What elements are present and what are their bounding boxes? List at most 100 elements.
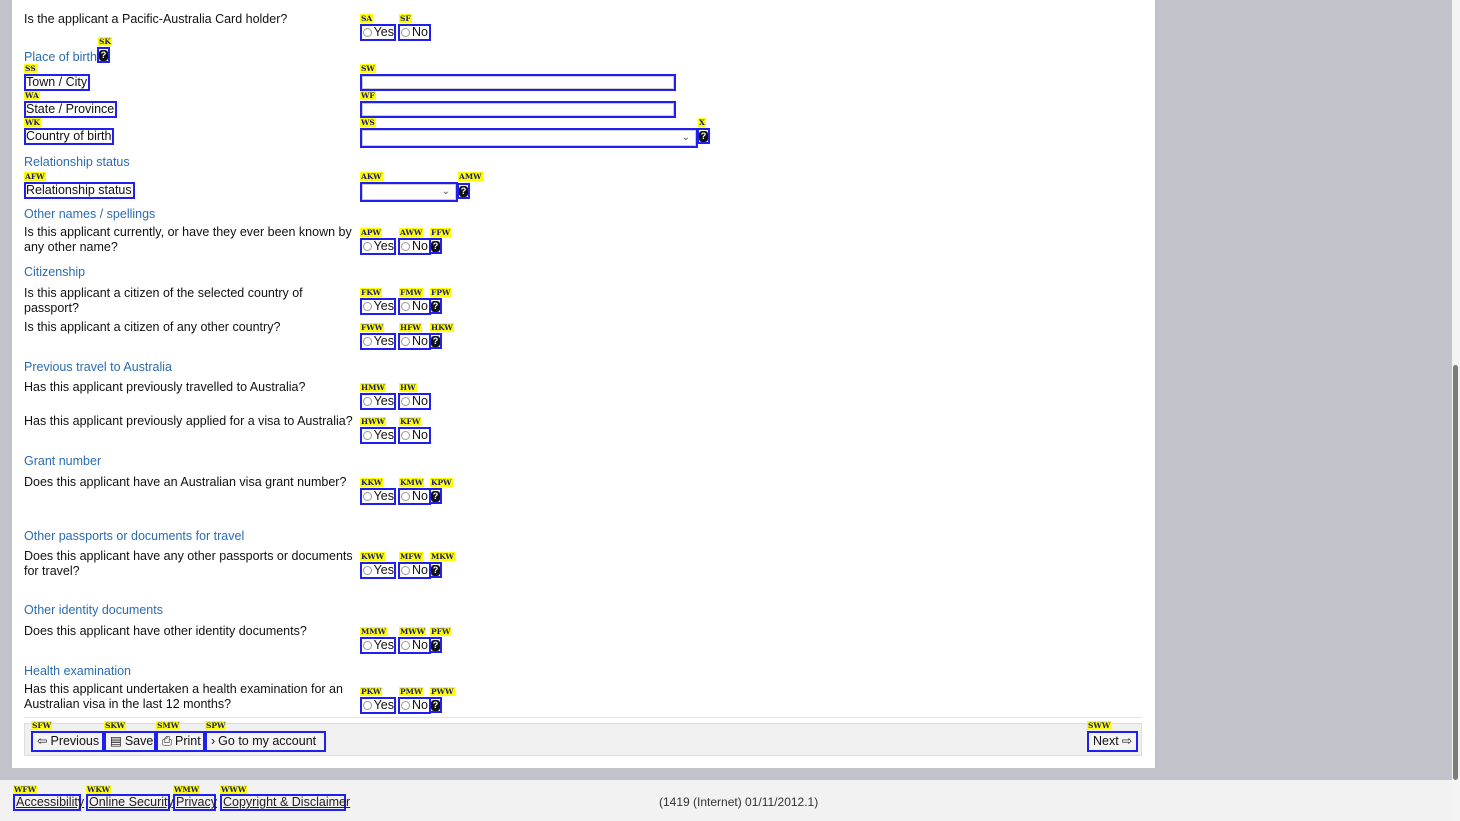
help-button[interactable]: ? <box>97 47 110 63</box>
print-button[interactable]: ⎙ Print <box>156 731 205 752</box>
yes-radio[interactable]: Yes <box>360 427 396 444</box>
no-radio[interactable]: No <box>398 427 431 444</box>
question-label: Does this applicant have an Australian v… <box>24 475 347 489</box>
yes-radio[interactable]: Yes <box>360 238 396 255</box>
help-button[interactable]: ? <box>429 333 442 349</box>
radio-icon[interactable] <box>363 397 372 406</box>
question-label: Is this applicant a citizen of any other… <box>24 320 281 334</box>
scrollbar-thumb[interactable] <box>1453 365 1458 780</box>
option-label: Yes <box>373 489 394 503</box>
no-radio[interactable]: No <box>398 238 431 255</box>
town-city-label: Town / City <box>24 74 91 91</box>
help-icon: ? <box>431 335 440 347</box>
footer-link[interactable]: Online Security <box>86 794 174 811</box>
radio-icon[interactable] <box>401 641 410 650</box>
hint-tag: AMW <box>458 172 483 181</box>
question-label: Has this applicant previously travelled … <box>24 380 306 394</box>
hint-tag: KMW <box>399 478 425 487</box>
radio-icon[interactable] <box>363 431 372 440</box>
hint-tag: FPW <box>430 288 452 297</box>
no-radio[interactable]: No <box>398 333 431 350</box>
help-button[interactable]: ? <box>429 637 442 653</box>
yes-radio[interactable]: Yes <box>360 298 396 315</box>
radio-icon[interactable] <box>363 566 372 575</box>
arrow-right-icon: ⇨ <box>1121 734 1133 748</box>
section-heading-other-passports: Other passports or documents for travel <box>24 529 245 543</box>
no-radio[interactable]: No <box>398 393 431 410</box>
go-to-account-button[interactable]: › Go to my account <box>205 731 326 752</box>
next-button[interactable]: Next ⇨ <box>1087 731 1138 752</box>
no-radio[interactable]: No <box>398 488 431 505</box>
no-radio[interactable]: No <box>398 637 431 654</box>
option-label: Yes <box>373 698 394 712</box>
divider <box>24 717 1142 718</box>
no-radio[interactable]: No <box>398 697 431 714</box>
radio-icon[interactable] <box>401 431 410 440</box>
footer-link[interactable]: Copyright & Disclaimer <box>220 794 350 811</box>
radio-icon[interactable] <box>401 566 410 575</box>
yes-radio[interactable]: Yes <box>360 562 396 579</box>
help-icon: ? <box>431 240 440 252</box>
previous-button[interactable]: ⇦ Previous <box>31 731 104 752</box>
radio-icon[interactable] <box>363 28 372 37</box>
radio-icon[interactable] <box>363 302 372 311</box>
help-button[interactable]: ? <box>429 238 442 254</box>
footer-link[interactable]: Privacy <box>173 794 217 811</box>
radio-icon[interactable] <box>363 492 372 501</box>
section-heading-place-of-birth: Place of birth <box>24 50 97 64</box>
radio-icon[interactable] <box>401 302 410 311</box>
relationship-status-select[interactable]: ⌄ <box>360 182 458 202</box>
option-label: Yes <box>373 638 394 652</box>
radio-icon[interactable] <box>401 701 410 710</box>
radio-icon[interactable] <box>363 641 372 650</box>
no-radio[interactable]: No <box>398 298 431 315</box>
hint-tag: SKW <box>104 721 127 730</box>
yes-radio[interactable]: Yes <box>360 333 396 350</box>
save-button[interactable]: ▤ Save <box>104 731 156 752</box>
help-button[interactable]: ? <box>697 128 710 144</box>
radio-icon[interactable] <box>363 337 372 346</box>
radio-icon[interactable] <box>401 337 410 346</box>
hint-tag: FWW <box>360 323 385 332</box>
hint-tag: KKW <box>360 478 384 487</box>
radio-icon[interactable] <box>363 242 372 251</box>
section-heading-grant: Grant number <box>24 454 102 468</box>
radio-icon[interactable] <box>401 492 410 501</box>
no-radio[interactable]: No <box>398 24 431 41</box>
chevron-down-icon: ⌄ <box>441 186 450 197</box>
relationship-status-label: Relationship status <box>24 182 135 199</box>
question-label: Is the applicant a Pacific-Australia Car… <box>24 12 288 26</box>
yes-radio[interactable]: Yes <box>360 637 396 654</box>
hint-tag: SA <box>360 14 374 23</box>
help-button[interactable]: ? <box>429 298 442 314</box>
version-text: (1419 (Internet) 01/11/2012.1) <box>659 795 819 809</box>
hint-tag: HW <box>399 383 417 392</box>
option-label: No <box>412 489 428 503</box>
radio-icon[interactable] <box>401 28 410 37</box>
help-button[interactable]: ? <box>429 697 442 713</box>
yes-radio[interactable]: Yes <box>360 24 396 41</box>
state-province-input[interactable] <box>360 101 676 118</box>
hint-tag: SW <box>360 64 376 73</box>
radio-icon[interactable] <box>401 397 410 406</box>
help-button[interactable]: ? <box>457 183 470 199</box>
yes-radio[interactable]: Yes <box>360 488 396 505</box>
hint-tag: FMW <box>399 288 424 297</box>
footer-link[interactable]: Accessibility <box>13 794 84 811</box>
no-radio[interactable]: No <box>398 562 431 579</box>
option-label: No <box>412 563 428 577</box>
help-button[interactable]: ? <box>429 562 442 578</box>
help-button[interactable]: ? <box>429 488 442 504</box>
hint-tag: WA <box>24 91 40 100</box>
country-of-birth-select[interactable]: ⌄ <box>360 128 698 148</box>
yes-radio[interactable]: Yes <box>360 697 396 714</box>
option-label: No <box>412 239 428 253</box>
yes-radio[interactable]: Yes <box>360 393 396 410</box>
hint-tag: PKW <box>360 687 383 696</box>
radio-icon[interactable] <box>401 242 410 251</box>
option-label: No <box>412 334 428 348</box>
option-label: No <box>412 299 428 313</box>
town-city-input[interactable] <box>360 74 676 91</box>
radio-icon[interactable] <box>363 701 372 710</box>
save-icon: ▤ <box>110 734 122 748</box>
